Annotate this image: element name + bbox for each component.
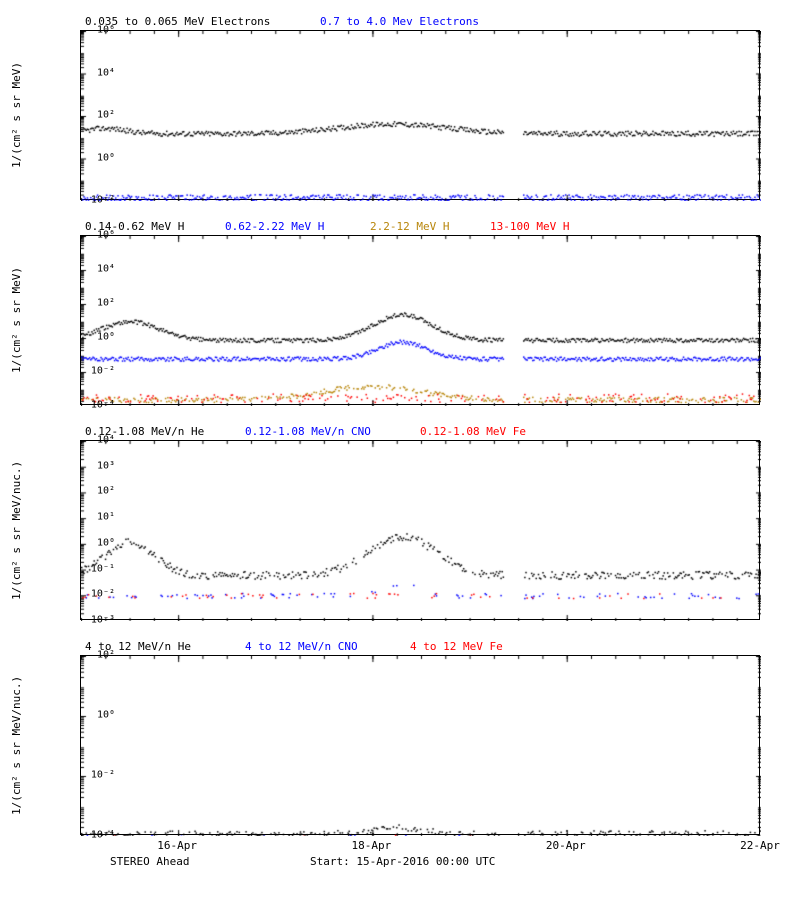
footer-instrument: STEREO Ahead <box>110 855 189 868</box>
plot-electrons <box>81 31 761 201</box>
y-axis-label: 1/(cm² s sr MeV) <box>10 235 30 405</box>
series-label: 0.62-2.22 MeV H <box>225 220 324 233</box>
ytick-label: 10⁴ <box>75 264 115 275</box>
ytick-label: 10⁰ <box>75 152 115 163</box>
y-axis-label: 1/(cm² s sr MeV/nuc.) <box>10 655 30 835</box>
ytick-label: 10⁻³ <box>75 615 115 626</box>
xtick-label: 22-Apr <box>740 839 780 852</box>
ytick-label: 10¹ <box>75 512 115 523</box>
ytick-label: 10² <box>75 110 115 121</box>
ytick-label: 10⁻² <box>75 770 115 781</box>
ytick-label: 10² <box>75 298 115 309</box>
y-axis-label: 1/(cm² s sr MeV/nuc.) <box>10 440 30 620</box>
series-label: 4 to 12 MeV/n CNO <box>245 640 358 653</box>
panel-hydrogen <box>80 235 760 405</box>
xtick-label: 16-Apr <box>157 839 197 852</box>
panel-ions_high <box>80 655 760 835</box>
series-label: 13-100 MeV H <box>490 220 569 233</box>
panel-ions_low <box>80 440 760 620</box>
plot-ions_high <box>81 656 761 836</box>
series-label: 4 to 12 MeV Fe <box>410 640 503 653</box>
ytick-label: 10⁻⁴ <box>75 830 115 841</box>
ytick-label: 10² <box>75 486 115 497</box>
y-axis-label: 1/(cm² s sr MeV) <box>10 30 30 200</box>
ytick-label: 10⁰ <box>75 332 115 343</box>
series-label: 4 to 12 MeV/n He <box>85 640 191 653</box>
series-label: 0.12-1.08 MeV/n He <box>85 425 204 438</box>
series-label: 0.12-1.08 MeV Fe <box>420 425 526 438</box>
plot-hydrogen <box>81 236 761 406</box>
ytick-label: 10⁻² <box>75 366 115 377</box>
ytick-label: 10⁻¹ <box>75 563 115 574</box>
series-label: 0.12-1.08 MeV/n CNO <box>245 425 371 438</box>
ytick-label: 10⁻⁴ <box>75 400 115 411</box>
series-label: 2.2-12 MeV H <box>370 220 449 233</box>
series-label: 0.035 to 0.065 MeV Electrons <box>85 15 270 28</box>
footer-start-time: Start: 15-Apr-2016 00:00 UTC <box>310 855 495 868</box>
xtick-label: 20-Apr <box>546 839 586 852</box>
chart-container: 10⁻²10⁰10²10⁴10⁶0.035 to 0.065 MeV Elect… <box>0 0 800 900</box>
series-label: 0.14-0.62 MeV H <box>85 220 184 233</box>
ytick-label: 10³ <box>75 460 115 471</box>
ytick-label: 10⁻² <box>75 589 115 600</box>
xtick-label: 18-Apr <box>352 839 392 852</box>
ytick-label: 10⁴ <box>75 67 115 78</box>
ytick-label: 10⁻² <box>75 195 115 206</box>
ytick-label: 10⁰ <box>75 710 115 721</box>
panel-electrons <box>80 30 760 200</box>
ytick-label: 10⁰ <box>75 537 115 548</box>
plot-ions_low <box>81 441 761 621</box>
series-label: 0.7 to 4.0 Mev Electrons <box>320 15 479 28</box>
